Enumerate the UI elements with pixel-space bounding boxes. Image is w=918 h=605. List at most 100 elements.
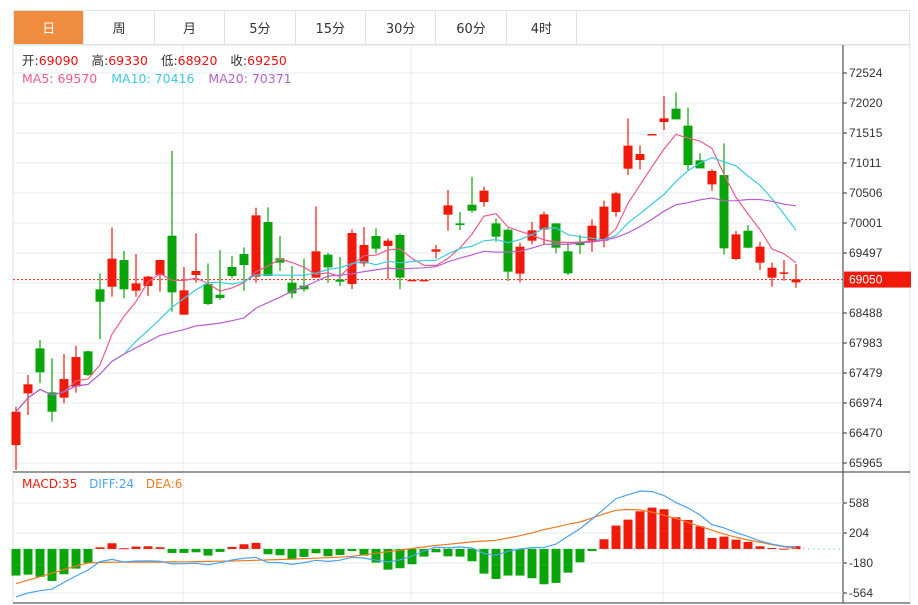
low-label: 低:	[160, 53, 178, 68]
candle-body	[791, 279, 801, 283]
candle-body	[491, 223, 501, 237]
candle	[227, 256, 237, 279]
candle-body	[251, 215, 261, 277]
macd-bar	[539, 548, 549, 585]
low-value: 68920	[177, 53, 218, 68]
macd-bar	[323, 548, 333, 557]
candle	[695, 153, 705, 169]
candle	[263, 207, 273, 276]
candle	[659, 96, 669, 131]
macd-bar	[611, 525, 621, 549]
macd-bar	[59, 548, 69, 575]
candle	[371, 228, 381, 254]
tab-30min[interactable]: 30分	[366, 11, 437, 44]
macd-bar	[599, 539, 609, 549]
dea-line	[15, 508, 797, 585]
ma20-line	[15, 197, 797, 413]
candle-body	[683, 125, 693, 166]
candle	[647, 134, 657, 136]
candle-body	[311, 251, 321, 278]
candle-body	[443, 205, 453, 215]
candle	[311, 206, 321, 278]
macd-bar	[203, 548, 213, 556]
tab-week[interactable]: 周	[84, 11, 155, 44]
candle-body	[71, 357, 81, 387]
tab-15min[interactable]: 15分	[296, 11, 366, 44]
close-label: 收:	[230, 53, 248, 68]
current-price-label: 69050	[849, 273, 883, 287]
macd-bar	[23, 548, 33, 575]
macd-bar	[719, 536, 729, 549]
macd-bar	[335, 548, 345, 555]
candle-body	[779, 272, 789, 274]
price-tick-label: 67983	[849, 336, 883, 350]
macd-bar	[575, 548, 585, 563]
high-value: 69330	[108, 53, 148, 68]
price-tick-label: 66470	[849, 426, 883, 440]
candle	[395, 233, 405, 290]
candle	[611, 191, 621, 217]
candle-body	[191, 271, 201, 275]
candle	[275, 236, 285, 272]
macd-bar	[47, 548, 57, 581]
candle	[719, 143, 729, 255]
price-tick-label: 70001	[849, 216, 883, 230]
candle	[359, 227, 369, 267]
dea-value: DEA:6	[145, 477, 183, 491]
tab-5min[interactable]: 5分	[225, 11, 296, 44]
macd-bar	[743, 541, 753, 549]
candle	[419, 279, 429, 282]
candle-body	[611, 193, 621, 213]
macd-bar	[107, 543, 117, 549]
candle	[683, 107, 693, 171]
price-tick-label: 67479	[849, 366, 883, 380]
close-value: 69250	[247, 53, 287, 68]
macd-bar	[299, 548, 309, 557]
tab-4hour[interactable]: 4时	[507, 11, 578, 44]
candle-body	[155, 260, 165, 275]
candle-body	[323, 254, 333, 268]
macd-bar	[275, 548, 285, 556]
candle-body	[599, 206, 609, 241]
macd-bar	[167, 548, 177, 553]
candle-body	[119, 260, 129, 290]
macd-bar	[383, 548, 393, 570]
current-price-badge	[844, 271, 911, 288]
candle	[755, 241, 765, 270]
tab-day[interactable]: 日	[14, 11, 85, 44]
tab-60min[interactable]: 60分	[436, 11, 507, 44]
candle-body	[179, 290, 189, 315]
candle	[347, 229, 357, 290]
candle-body	[671, 108, 681, 120]
candle-body	[131, 283, 141, 291]
candle	[191, 233, 201, 283]
candle-body	[359, 245, 369, 264]
candle-body	[467, 204, 477, 211]
diff-value: DIFF:24	[89, 477, 135, 491]
candle-body	[167, 235, 177, 293]
macd-bar	[191, 548, 201, 553]
macd-bar	[515, 548, 525, 576]
candle	[767, 262, 777, 287]
macd-bar	[659, 509, 669, 549]
candle	[215, 250, 225, 301]
ma20-legend: MA20: 70371	[208, 71, 292, 86]
macd-bar	[311, 548, 321, 554]
macd-bar	[767, 547, 777, 549]
macd-bar	[755, 546, 765, 549]
candle-body	[719, 175, 729, 249]
macd-bar	[419, 548, 429, 557]
candle	[107, 227, 117, 297]
candle	[83, 350, 93, 377]
candle	[623, 118, 633, 176]
price-tick-label: 71011	[849, 156, 882, 170]
macd-bar	[623, 519, 633, 549]
period-tabs: 日 周 月 5分 15分 30分 60分 4时	[13, 10, 910, 45]
macd-bar	[551, 548, 561, 583]
tab-month[interactable]: 月	[155, 11, 226, 44]
price-tick-label: 70506	[849, 186, 883, 200]
candle-body	[23, 384, 33, 394]
candle-body	[407, 279, 417, 282]
candle-body	[107, 258, 117, 287]
